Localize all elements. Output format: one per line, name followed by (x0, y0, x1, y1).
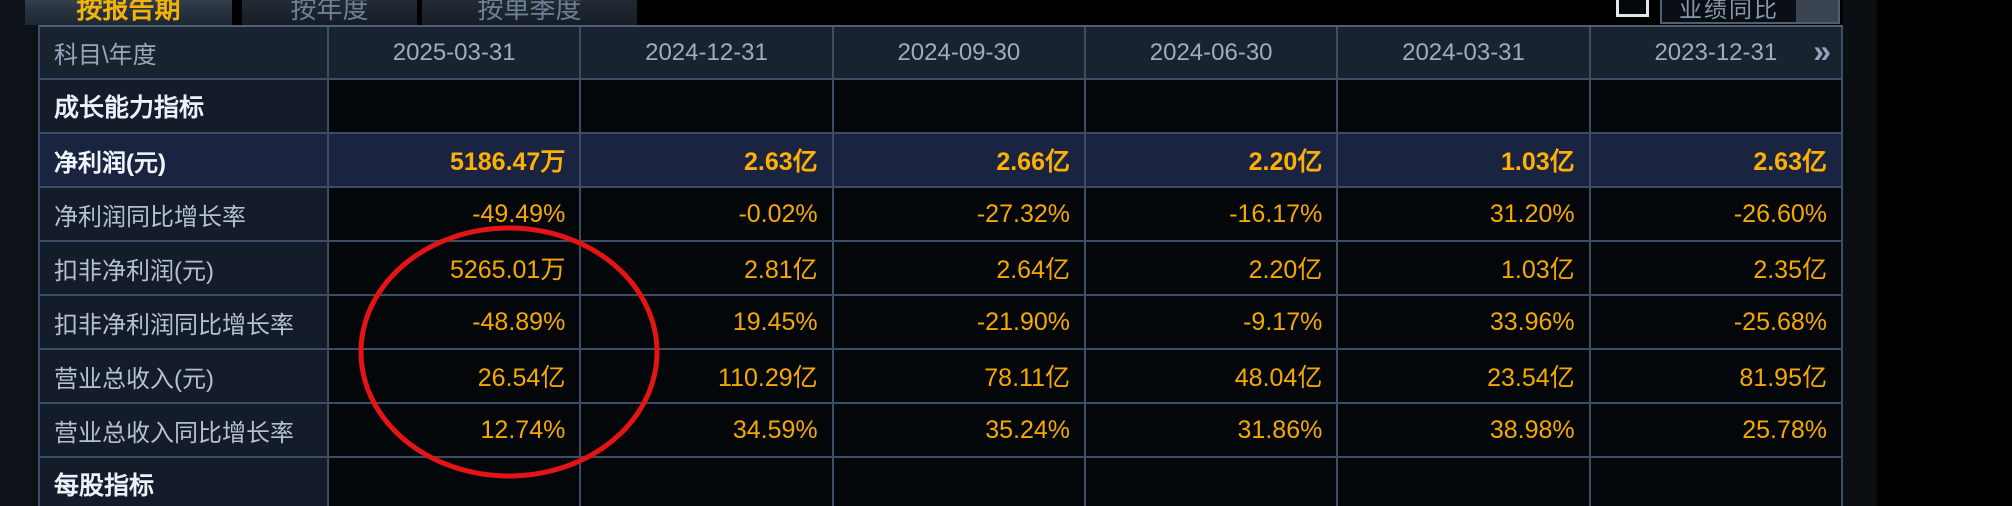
cell-value: -21.90% (833, 296, 1086, 350)
cell-value: 33.96% (1338, 296, 1591, 350)
cell-value (329, 458, 582, 506)
table-row[interactable]: 营业总收入同比增长率 12.74% 34.59% 35.24% 31.86% 3… (40, 404, 1843, 458)
cell-value: 78.11亿 (833, 350, 1086, 404)
cell-value (329, 80, 582, 134)
table-header-row: 科目\年度 2025-03-31 2024-12-31 2024-09-30 2… (40, 27, 1843, 80)
cell-value (1085, 458, 1339, 506)
cell-value (581, 458, 834, 506)
cell-value: 2.20亿 (1085, 134, 1339, 188)
row-label: 净利润(元) (40, 134, 329, 188)
column-header: 2024-09-30 (833, 27, 1086, 80)
cell-value: -27.32% (833, 188, 1086, 242)
corner-header: 科目\年度 (40, 27, 329, 80)
cell-value: 1.03亿 (1338, 134, 1591, 188)
cell-value: 2.63亿 (1590, 134, 1843, 188)
column-header: 2024-03-31 (1338, 27, 1591, 80)
more-columns-icon[interactable]: » (1813, 32, 1831, 69)
cell-value: 2.63亿 (581, 134, 834, 188)
row-label: 扣非净利润同比增长率 (40, 296, 329, 350)
cell-value: -0.02% (581, 188, 834, 242)
column-header: 2024-12-31 (581, 27, 834, 80)
row-label: 每股指标 (40, 458, 329, 506)
table-body: 成长能力指标 净利润(元) 5186.47万 2.63亿 2.66亿 2.20亿… (40, 80, 1843, 506)
cell-value (581, 80, 834, 134)
cell-value: 12.74% (329, 404, 582, 458)
cell-value: -16.17% (1085, 188, 1339, 242)
cell-value (1338, 458, 1591, 506)
table-row[interactable]: 扣非净利润同比增长率 -48.89% 19.45% -21.90% -9.17%… (40, 296, 1843, 350)
compare-button-cap (1796, 0, 1838, 22)
cell-value: 2.20亿 (1085, 242, 1339, 296)
table-row[interactable]: 扣非净利润(元) 5265.01万 2.81亿 2.64亿 2.20亿 1.03… (40, 242, 1843, 296)
table-row[interactable]: 每股指标 (40, 458, 1843, 506)
cell-value: 35.24% (833, 404, 1086, 458)
cell-value: 23.54亿 (1338, 350, 1591, 404)
cell-value: -25.68% (1590, 296, 1843, 350)
cell-value: 31.86% (1085, 404, 1339, 458)
compare-checkbox[interactable] (1616, 0, 1649, 17)
column-header: 2024-06-30 (1085, 27, 1339, 80)
row-label: 净利润同比增长率 (40, 188, 329, 242)
row-label: 营业总收入(元) (40, 350, 329, 404)
table-row[interactable]: 营业总收入(元) 26.54亿 110.29亿 78.11亿 48.04亿 23… (40, 350, 1843, 404)
row-label: 营业总收入同比增长率 (40, 404, 329, 458)
cell-value: -26.60% (1590, 188, 1843, 242)
right-margin (1843, 0, 1877, 506)
cell-value: 5265.01万 (329, 242, 582, 296)
row-label: 成长能力指标 (40, 80, 329, 134)
cell-value: 81.95亿 (1590, 350, 1843, 404)
column-header-label: 2023-12-31 (1654, 38, 1778, 66)
cell-value (1590, 458, 1843, 506)
left-margin (0, 0, 38, 506)
cell-value: 26.54亿 (329, 350, 582, 404)
table-row[interactable]: 成长能力指标 (40, 80, 1843, 134)
cell-value (833, 80, 1086, 134)
financial-table: 科目\年度 2025-03-31 2024-12-31 2024-09-30 2… (38, 25, 1843, 506)
cell-value: 48.04亿 (1085, 350, 1339, 404)
tab-by-report-period[interactable]: 按报告期 (25, 0, 232, 25)
cell-value: 2.81亿 (581, 242, 834, 296)
cell-value (1590, 80, 1843, 134)
column-header: 2023-12-31 » (1590, 27, 1843, 80)
table-row[interactable]: 净利润(元) 5186.47万 2.63亿 2.66亿 2.20亿 1.03亿 … (40, 134, 1843, 188)
cell-value: -9.17% (1085, 296, 1339, 350)
cell-value: -49.49% (329, 188, 582, 242)
cell-value: 31.20% (1338, 188, 1591, 242)
column-header: 2025-03-31 (329, 27, 582, 80)
compare-yoy-button[interactable]: 业绩同比 (1660, 0, 1840, 24)
row-label: 扣非净利润(元) (40, 242, 329, 296)
cell-value: -48.89% (329, 296, 582, 350)
tab-by-single-quarter[interactable]: 按单季度 (422, 0, 637, 25)
cell-value: 38.98% (1338, 404, 1591, 458)
cell-value: 2.66亿 (833, 134, 1086, 188)
cell-value: 34.59% (581, 404, 834, 458)
cell-value: 2.64亿 (833, 242, 1086, 296)
compare-yoy-label: 业绩同比 (1679, 0, 1779, 22)
cell-value (833, 458, 1086, 506)
cell-value (1338, 80, 1591, 134)
cell-value: 2.35亿 (1590, 242, 1843, 296)
cell-value: 19.45% (581, 296, 834, 350)
cell-value: 5186.47万 (329, 134, 582, 188)
cell-value: 110.29亿 (581, 350, 834, 404)
table-row[interactable]: 净利润同比增长率 -49.49% -0.02% -27.32% -16.17% … (40, 188, 1843, 242)
tab-by-year[interactable]: 按年度 (242, 0, 417, 25)
cell-value (1085, 80, 1339, 134)
cell-value: 25.78% (1590, 404, 1843, 458)
cell-value: 1.03亿 (1338, 242, 1591, 296)
